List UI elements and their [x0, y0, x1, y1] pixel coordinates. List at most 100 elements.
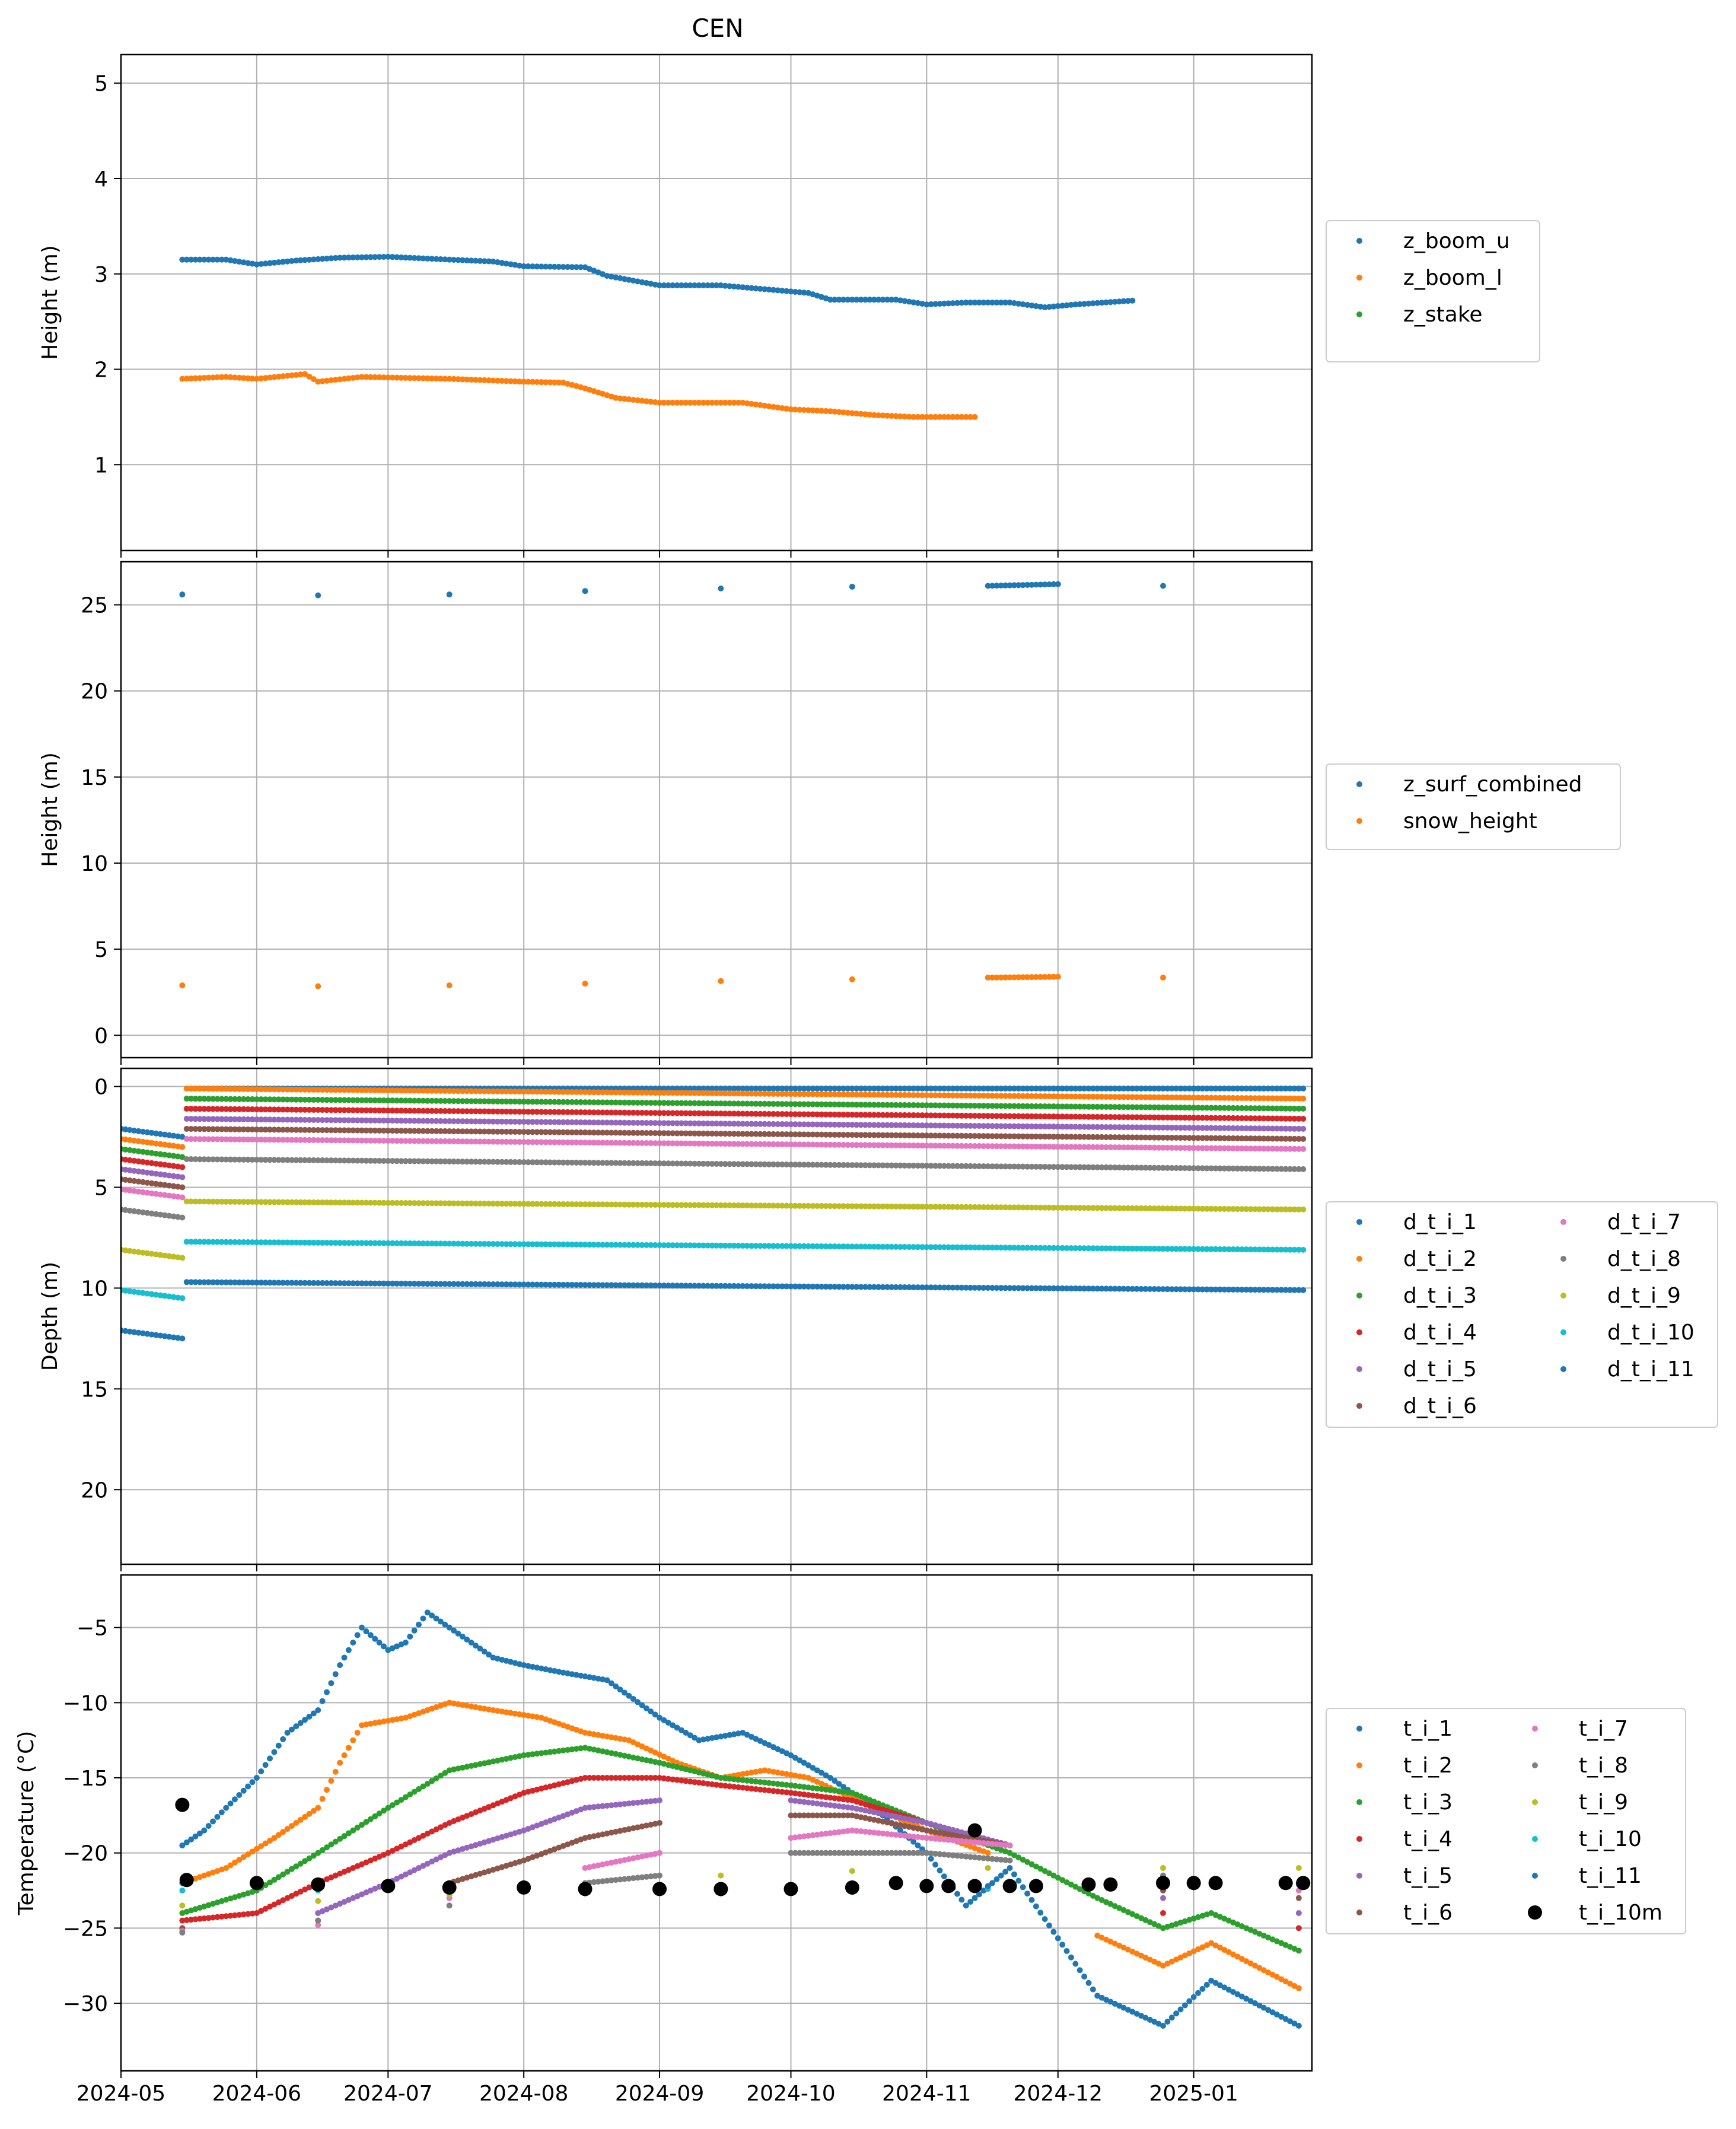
data-point [1230, 1246, 1237, 1253]
data-point [192, 1239, 199, 1245]
data-point [783, 1121, 790, 1128]
data-point [635, 1201, 641, 1208]
data-point [122, 1247, 129, 1253]
data-point [280, 1239, 286, 1246]
data-point [867, 1085, 873, 1091]
data-point [1160, 1144, 1166, 1151]
data-point [433, 1118, 439, 1124]
data-point [858, 1203, 864, 1210]
data-point [437, 1618, 444, 1625]
data-point [144, 1159, 151, 1166]
data-point [521, 263, 527, 269]
data-point [1024, 1113, 1031, 1119]
data-point [1155, 1205, 1162, 1212]
data-point [363, 254, 370, 260]
data-point [1243, 1145, 1250, 1152]
data-point [1146, 1114, 1153, 1121]
data-point [1024, 1103, 1031, 1109]
data-point [512, 1159, 518, 1165]
data-point [770, 1780, 776, 1787]
data-point [170, 1253, 177, 1260]
data-point [499, 1159, 505, 1165]
data-point [797, 1798, 803, 1805]
data-point [678, 399, 684, 406]
data-point [451, 1159, 457, 1165]
data-point [275, 1116, 282, 1123]
data-point [989, 1163, 996, 1170]
data-point [1195, 1145, 1202, 1151]
data-point [1181, 2002, 1188, 2009]
data-point [1216, 1246, 1223, 1252]
data-point [1195, 1085, 1202, 1091]
data-point [153, 1332, 160, 1338]
data-point [832, 1101, 838, 1108]
data-point [1033, 1245, 1039, 1251]
data-point [713, 1781, 719, 1788]
data-point [481, 1098, 488, 1105]
data-point [363, 1819, 370, 1825]
data-point [407, 1138, 413, 1144]
data-point [420, 1281, 426, 1287]
data-point [727, 1110, 733, 1117]
data-point [1107, 1285, 1114, 1292]
data-point [1020, 1884, 1026, 1891]
data-point [433, 1138, 439, 1144]
data-point [980, 1133, 987, 1140]
data-point [639, 1282, 645, 1288]
data-point [971, 1839, 978, 1845]
data-point [963, 1163, 969, 1169]
data-point [958, 1284, 965, 1291]
data-point [1282, 1287, 1289, 1293]
data-point [267, 260, 273, 266]
data-point [1046, 1085, 1053, 1091]
data-point [1146, 1144, 1153, 1151]
data-point [319, 256, 326, 262]
data-point [950, 413, 956, 420]
data-point [253, 1280, 260, 1286]
data-point [779, 1101, 785, 1108]
data-point [398, 1843, 404, 1850]
data-point [643, 1085, 649, 1091]
data-point [788, 1202, 794, 1209]
data-point [231, 1239, 238, 1245]
data-point [1168, 1085, 1175, 1091]
data-point [661, 1283, 667, 1289]
data-point [1015, 1877, 1022, 1884]
data-point [174, 1194, 181, 1200]
data-point [1300, 1206, 1307, 1213]
data-point [801, 289, 807, 296]
data-point [727, 1283, 733, 1289]
data-point [985, 1093, 991, 1099]
data-point [332, 1671, 339, 1678]
data-point [595, 1160, 601, 1166]
data-point [814, 1831, 820, 1838]
series-t_i_8 [179, 1850, 1302, 1936]
data-point [1225, 1125, 1232, 1131]
data-point [845, 1112, 851, 1118]
data-point [810, 1812, 816, 1819]
data-point [670, 282, 676, 289]
data-point [880, 1132, 886, 1138]
data-point [372, 1137, 378, 1144]
data-point [985, 1085, 991, 1091]
data-point [1181, 1125, 1188, 1131]
data-point [1278, 1976, 1285, 1982]
data-point [376, 1117, 383, 1124]
data-point [818, 1283, 825, 1290]
data-point [1041, 1868, 1048, 1875]
data-point [1295, 1895, 1302, 1901]
data-point [1221, 1135, 1228, 1141]
data-point [762, 1767, 768, 1774]
data-point [407, 1128, 413, 1134]
data-point [1151, 1286, 1158, 1293]
data-point [315, 1107, 321, 1113]
data-point [740, 1202, 746, 1209]
data-point [862, 1122, 868, 1128]
data-point [928, 1835, 934, 1841]
data-point [836, 1161, 842, 1168]
data-point [1160, 1246, 1166, 1252]
data-point [284, 1895, 291, 1901]
legend-label: d_t_i_2 [1403, 1247, 1477, 1271]
data-point [455, 1138, 461, 1145]
data-point [1120, 1164, 1127, 1171]
